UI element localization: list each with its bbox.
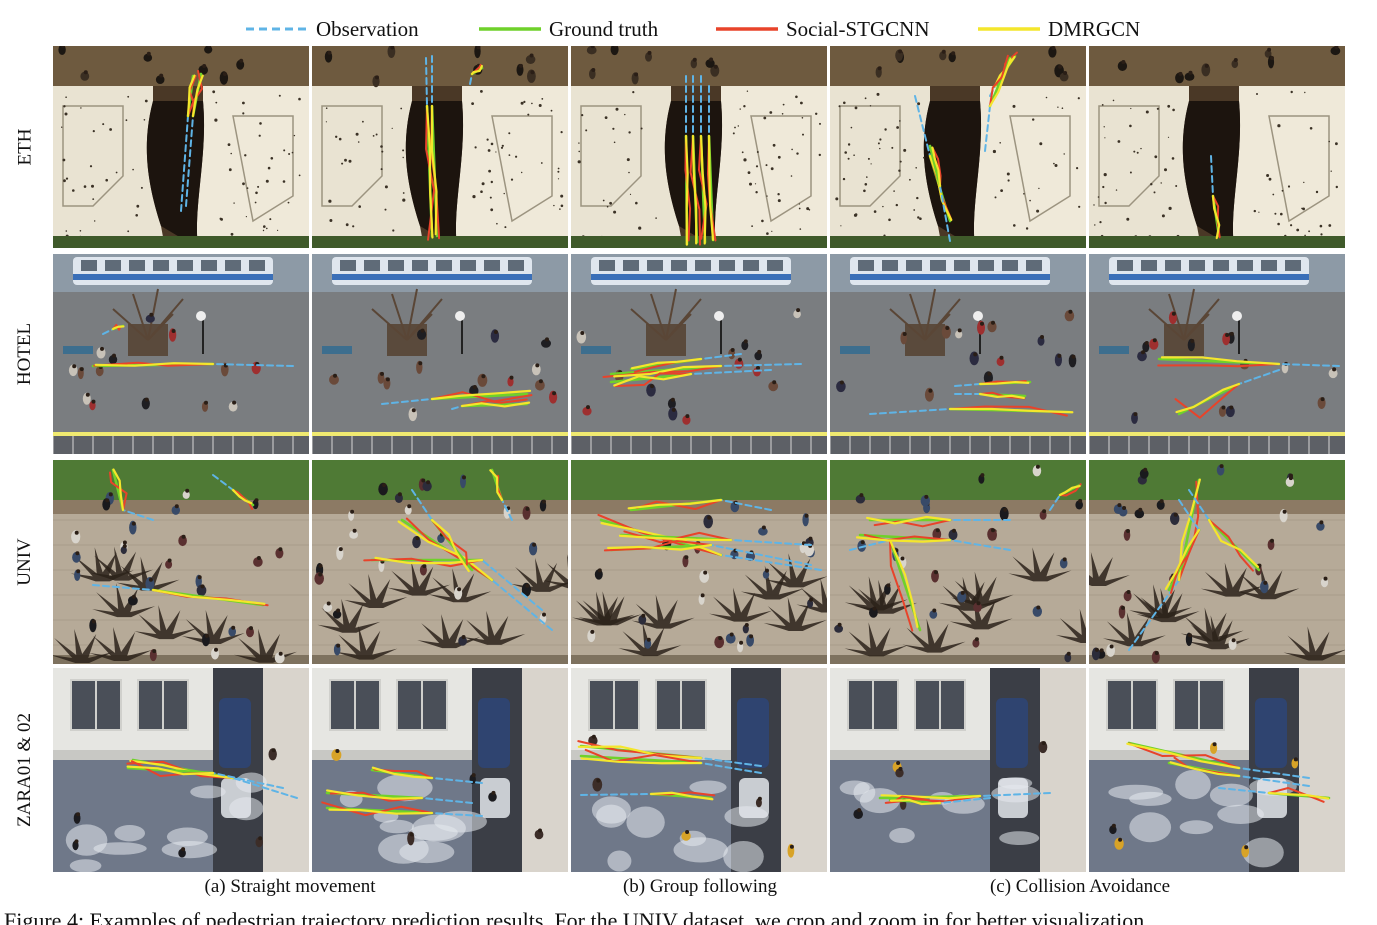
row-label-eth: ETH bbox=[14, 128, 35, 166]
panel-eth-3 bbox=[571, 46, 827, 248]
scene-image bbox=[1089, 460, 1345, 664]
scene-image bbox=[571, 668, 827, 872]
scene-image bbox=[1089, 46, 1345, 248]
panel-univ-4 bbox=[830, 460, 1086, 664]
scene-image bbox=[312, 254, 568, 454]
panel-univ-5 bbox=[1089, 460, 1345, 664]
scene-image bbox=[53, 668, 309, 872]
panel-zara-4 bbox=[830, 668, 1086, 872]
scene-image bbox=[571, 254, 827, 454]
panel-univ-2 bbox=[312, 460, 568, 664]
scene-image bbox=[571, 460, 827, 664]
panel-zara-3 bbox=[571, 668, 827, 872]
row-label-univ: UNIV bbox=[14, 538, 35, 586]
legend-label-social-stgcnn: Social-STGCNN bbox=[786, 17, 930, 41]
row-label-zara: ZARA01 & 02 bbox=[14, 713, 35, 827]
scene-image bbox=[830, 668, 1086, 872]
caption-straight-movement: (a) Straight movement bbox=[204, 876, 376, 897]
scene-image bbox=[571, 46, 827, 248]
panel-eth-5 bbox=[1089, 46, 1345, 248]
scene-image bbox=[53, 460, 309, 664]
scene-image bbox=[312, 46, 568, 248]
panel-univ-1 bbox=[53, 460, 309, 664]
legend: Observation Ground truth Social-STGCNN D… bbox=[0, 14, 1377, 44]
observation-line-icon bbox=[246, 27, 308, 31]
social-stgcnn-line-icon bbox=[716, 27, 778, 31]
figure-caption-text: Figure 4: Examples of pedestrian traject… bbox=[0, 910, 1377, 925]
panel-eth-2 bbox=[312, 46, 568, 248]
legend-label-observation: Observation bbox=[316, 17, 419, 41]
caption-group-following: (b) Group following bbox=[622, 876, 778, 897]
scene-image bbox=[53, 254, 309, 454]
panel-hotel-5 bbox=[1089, 254, 1345, 454]
panel-zara-1 bbox=[53, 668, 309, 872]
panel-hotel-3 bbox=[571, 254, 827, 454]
legend-label-ground-truth: Ground truth bbox=[549, 17, 659, 41]
ground-truth-line-icon bbox=[479, 27, 541, 31]
legend-item-social-stgcnn: Social-STGCNN bbox=[714, 14, 930, 44]
panel-hotel-2 bbox=[312, 254, 568, 454]
scene-image bbox=[830, 46, 1086, 248]
panel-zara-2 bbox=[312, 668, 568, 872]
panel-eth-1 bbox=[53, 46, 309, 248]
caption-collision-avoidance: (c) Collision Avoidance bbox=[989, 876, 1171, 897]
legend-item-dmrgcn: DMRGCN bbox=[976, 14, 1140, 44]
scene-image bbox=[1089, 668, 1345, 872]
legend-label-dmrgcn: DMRGCN bbox=[1048, 17, 1141, 41]
panel-zara-5 bbox=[1089, 668, 1345, 872]
panel-hotel-1 bbox=[53, 254, 309, 454]
scene-image bbox=[53, 46, 309, 248]
legend-item-ground-truth: Ground truth bbox=[477, 14, 658, 44]
scene-image bbox=[312, 460, 568, 664]
panel-eth-4 bbox=[830, 46, 1086, 248]
panel-univ-3 bbox=[571, 460, 827, 664]
row-label-hotel: HOTEL bbox=[14, 322, 36, 386]
dmrgcn-line-icon bbox=[978, 27, 1040, 31]
figure-caption-line: Figure 4: Examples of pedestrian traject… bbox=[4, 910, 1145, 925]
scene-image bbox=[1089, 254, 1345, 454]
scene-image bbox=[830, 460, 1086, 664]
legend-item-observation: Observation bbox=[244, 14, 419, 44]
panel-hotel-4 bbox=[830, 254, 1086, 454]
scene-image bbox=[830, 254, 1086, 454]
scene-image bbox=[312, 668, 568, 872]
